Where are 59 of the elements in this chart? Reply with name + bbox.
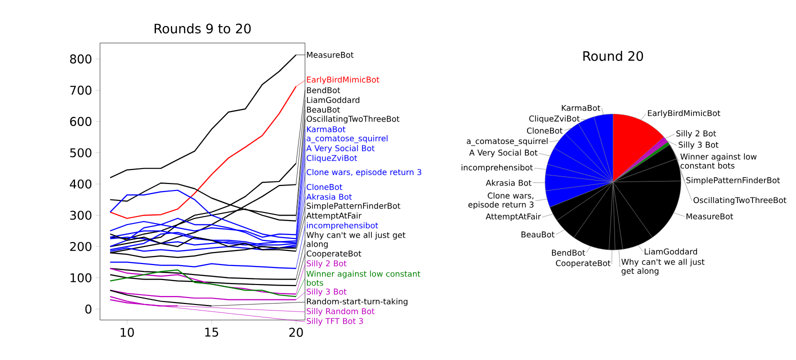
slice-label: Clone wars, episode return 3 [468,192,534,210]
slice-label: Why can't we all just get along [621,258,704,276]
legend-label: Silly 3 Bot [306,288,346,296]
text: BendBot [307,87,340,94]
y-tick-label: 500 [70,148,92,158]
text: Why can't we all just get along [306,232,406,249]
slice-label: CliqueZviBot [529,115,580,124]
slice-label: SimplePatternFinderBot [686,177,780,185]
y-tick-label: 400 [70,179,92,189]
y-tick-label: 600 [70,116,92,126]
y-tick-label: 200 [70,242,92,252]
y-tick-label: 300 [70,210,92,220]
chart-title: Round 20 [583,50,644,61]
slice-label: a_comatose_squirrel [466,138,548,146]
text: a_comatose_squirrel [306,135,388,144]
slice-label: OscillatingTwoThreeBot [694,196,786,205]
text: Clone wars, episode return 3 [306,168,422,177]
slice-label: incomprehensibot [462,164,533,172]
legend-label: EarlyBirdMimicBot [307,76,380,84]
text: Silly 2 Bot [306,260,346,268]
x-tick-label: 10 [120,328,134,337]
text: KarmaBot [307,126,346,132]
y-tick-label: 800 [70,54,92,64]
text: AttemptAtFair [306,212,362,220]
text: Random-start-turn-taking [307,298,408,306]
y-tick-label: 100 [70,273,92,282]
slice-label: MeasureBot [686,213,734,220]
text: Silly Random Bot [306,308,375,316]
slice-label: Akrasia Bot [486,180,532,186]
text: BeauBot [307,106,340,113]
slice-label: EarlyBirdMimicBot [648,110,720,118]
slice-label: LiamGoddard [644,248,698,255]
slice-label: KarmaBot [562,104,600,111]
text: OscillatingTwoThreeBot [306,116,400,124]
slice-label: Winner against low constant bots [680,153,757,169]
slice-label: BendBot [552,250,586,256]
y-tick-label: 0 [85,304,92,314]
slice-label: Silly 3 Bot [678,142,718,150]
slice-label: CooperateBot [556,260,610,268]
text: Akrasia Bot [306,194,352,200]
text: incomprehensibot [306,222,378,230]
slice-label: BeauBot [522,232,554,238]
slice-label: A Very Social Bot [469,149,538,158]
slice-label: AttemptAtFair [486,213,541,222]
slice-label: CloneBot [526,127,563,134]
slice-label: Silly 2 Bot [676,130,716,138]
text: A Very Social Bot [306,145,375,153]
chart-title: Rounds 9 to 20 [154,23,251,34]
text: LiamGoddard [307,96,360,103]
series-label: Winner against low constant bots [306,270,420,286]
text: CloneBot [306,184,342,190]
text: SimplePatternFinderBot [306,202,400,210]
y-tick-label: 700 [70,86,92,95]
text: CooperateBot [306,250,362,258]
legend-label: MeasureBot [307,52,354,58]
x-tick-label: 15 [205,328,218,337]
text: Silly TFT Bot 3 [306,318,363,326]
x-tick-label: 20 [289,328,303,337]
text: CliqueZviBot [306,154,358,163]
